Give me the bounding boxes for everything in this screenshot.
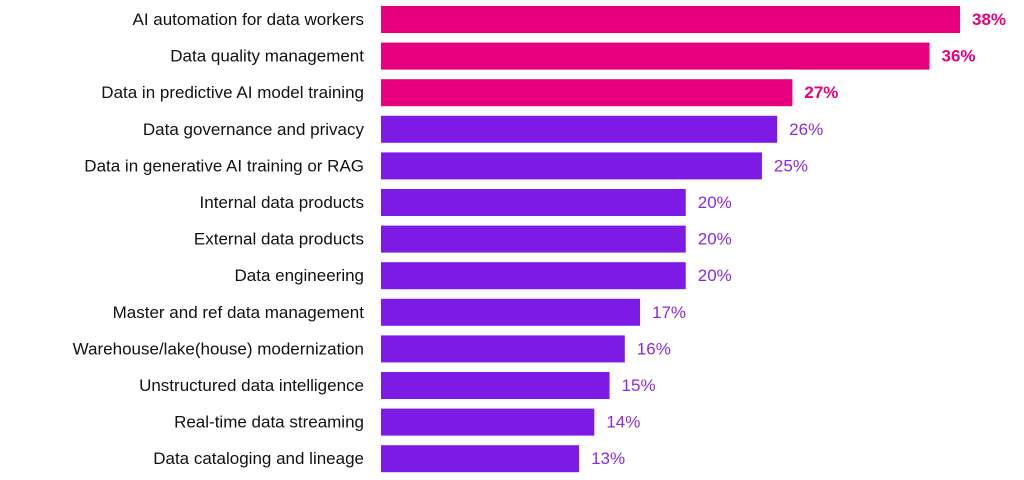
category-label: Data cataloging and lineage	[153, 449, 364, 468]
value-label: 26%	[789, 120, 823, 139]
bar	[381, 225, 686, 253]
value-label: 27%	[804, 83, 838, 102]
value-label: 38%	[972, 10, 1006, 29]
bar	[381, 408, 595, 436]
category-label: Data quality management	[170, 47, 364, 66]
bar	[381, 42, 930, 70]
category-labels: AI automation for data workers Data quali…	[73, 10, 365, 468]
bar	[381, 262, 686, 290]
category-label: Data engineering	[235, 266, 364, 285]
bar	[381, 152, 762, 180]
value-label: 25%	[774, 156, 808, 175]
category-label: External data products	[194, 230, 364, 249]
value-label: 16%	[637, 339, 671, 358]
value-label: 15%	[622, 376, 656, 395]
category-label: Data in predictive AI model training	[101, 83, 364, 102]
bar	[381, 372, 610, 399]
value-label: 13%	[591, 449, 625, 468]
value-label: 20%	[698, 266, 732, 285]
bars	[381, 6, 960, 473]
category-label: Data governance and privacy	[143, 120, 365, 139]
bar	[381, 6, 960, 33]
value-label: 36%	[942, 47, 976, 66]
bar	[381, 445, 580, 473]
value-label: 17%	[652, 303, 686, 322]
bar	[381, 335, 625, 363]
value-labels: 38% 36% 27% 26% 25% 20% 20% 20% 17% 16% 15% 14% 13%	[591, 10, 1006, 468]
category-label: Internal data products	[200, 193, 364, 212]
category-label: Warehouse/lake(house) modernization	[73, 339, 364, 358]
value-label: 20%	[698, 230, 732, 249]
category-label: AI automation for data workers	[132, 10, 364, 29]
category-label: Data in generative AI training or RAG	[84, 156, 364, 175]
category-label: Master and ref data management	[113, 303, 365, 322]
category-label: Real-time data streaming	[174, 413, 364, 432]
category-label: Unstructured data intelligence	[139, 376, 364, 395]
bar	[381, 79, 793, 107]
bar	[381, 189, 686, 216]
value-label: 14%	[606, 413, 640, 432]
bar	[381, 115, 778, 143]
bar	[381, 298, 641, 326]
value-label: 20%	[698, 193, 732, 212]
